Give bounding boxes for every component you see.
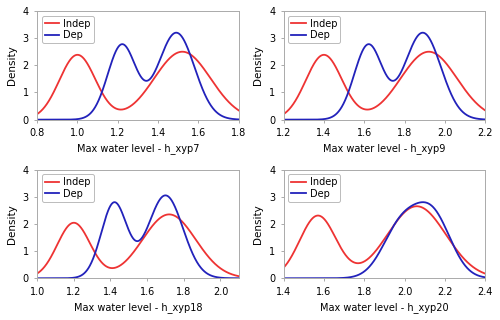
Legend: Indep, Dep: Indep, Dep xyxy=(42,174,94,202)
X-axis label: Max water level - h_xyp7: Max water level - h_xyp7 xyxy=(76,144,199,155)
Indep xyxy=(496,275,500,279)
Line: Dep: Dep xyxy=(264,202,500,278)
X-axis label: Max water level - h_xyp9: Max water level - h_xyp9 xyxy=(323,144,446,155)
Line: Indep: Indep xyxy=(18,214,257,278)
Line: Dep: Dep xyxy=(18,196,257,278)
Indep xyxy=(372,250,378,254)
X-axis label: Max water level - h_xyp20: Max water level - h_xyp20 xyxy=(320,302,448,313)
Indep xyxy=(254,276,260,280)
Legend: Indep, Dep: Indep, Dep xyxy=(288,16,340,43)
Dep xyxy=(249,118,255,122)
Indep xyxy=(256,116,262,120)
Dep xyxy=(132,62,138,66)
Dep xyxy=(372,48,378,52)
Line: Dep: Dep xyxy=(264,33,500,120)
Indep xyxy=(260,276,266,279)
Dep xyxy=(28,276,34,280)
Dep xyxy=(254,276,260,280)
Indep xyxy=(496,115,500,118)
Indep xyxy=(180,50,186,54)
Dep xyxy=(26,118,32,122)
Dep xyxy=(174,31,180,35)
Y-axis label: Density: Density xyxy=(254,45,264,85)
Indep xyxy=(378,101,384,105)
Indep xyxy=(248,276,254,280)
Dep xyxy=(272,276,278,280)
Dep xyxy=(496,276,500,280)
Indep xyxy=(26,116,32,120)
Indep xyxy=(166,212,172,216)
Y-axis label: Density: Density xyxy=(7,45,17,85)
Indep xyxy=(272,272,278,276)
Legend: Indep, Dep: Indep, Dep xyxy=(42,16,94,43)
Indep xyxy=(426,50,432,54)
Indep xyxy=(125,106,131,109)
Dep xyxy=(249,118,255,122)
Indep xyxy=(204,253,210,257)
Y-axis label: Density: Density xyxy=(7,204,17,244)
Indep xyxy=(378,242,384,246)
X-axis label: Max water level - h_xyp18: Max water level - h_xyp18 xyxy=(74,302,202,313)
Dep xyxy=(272,118,278,122)
Indep xyxy=(126,256,132,260)
Dep xyxy=(16,276,22,280)
Legend: Indep, Dep: Indep, Dep xyxy=(288,174,340,202)
Dep xyxy=(126,227,132,231)
Indep xyxy=(451,72,457,76)
Indep xyxy=(204,72,210,76)
Dep xyxy=(125,48,131,52)
Dep xyxy=(14,118,20,122)
Dep xyxy=(378,62,384,66)
Dep xyxy=(451,98,457,102)
Dep xyxy=(420,200,426,204)
Dep xyxy=(162,194,168,197)
Dep xyxy=(260,118,266,122)
Dep xyxy=(372,258,378,262)
Indep xyxy=(372,106,378,109)
Indep xyxy=(272,116,278,120)
Indep xyxy=(28,275,34,278)
Indep xyxy=(132,249,138,252)
Indep xyxy=(249,115,255,118)
Dep xyxy=(496,118,500,122)
Dep xyxy=(378,247,384,251)
Indep xyxy=(414,204,420,208)
Indep xyxy=(260,117,266,121)
Indep xyxy=(16,276,22,280)
Line: Dep: Dep xyxy=(17,33,259,120)
Line: Indep: Indep xyxy=(264,52,500,119)
Indep xyxy=(132,101,138,105)
Dep xyxy=(496,276,500,280)
Indep xyxy=(249,115,255,118)
Dep xyxy=(132,238,138,242)
Dep xyxy=(204,271,210,275)
Dep xyxy=(248,276,254,280)
Dep xyxy=(248,276,254,280)
Dep xyxy=(204,98,210,102)
Indep xyxy=(496,275,500,279)
Dep xyxy=(256,118,262,122)
Y-axis label: Density: Density xyxy=(254,204,264,244)
Dep xyxy=(420,31,426,35)
Indep xyxy=(451,244,457,248)
Dep xyxy=(451,245,457,249)
Indep xyxy=(14,117,20,121)
Dep xyxy=(496,118,500,122)
Line: Indep: Indep xyxy=(264,206,500,277)
Indep xyxy=(496,115,500,118)
Indep xyxy=(248,276,254,280)
Dep xyxy=(260,276,266,280)
Line: Indep: Indep xyxy=(17,52,259,119)
